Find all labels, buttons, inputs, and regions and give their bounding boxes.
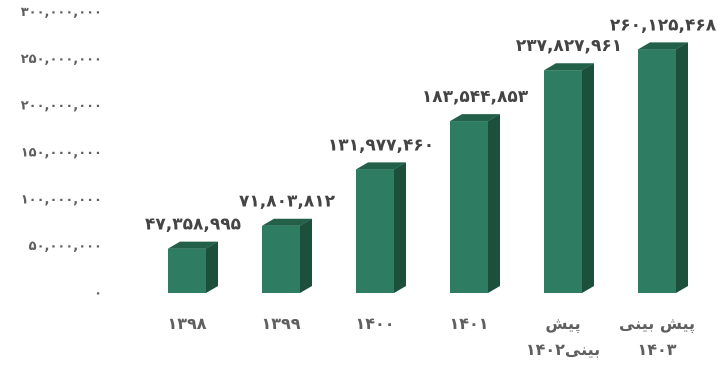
bar-side	[206, 241, 218, 293]
y-tick-label: ۱۰۰,۰۰۰,۰۰۰	[21, 192, 102, 207]
bar-side	[488, 114, 500, 293]
y-tick-label: ۲۵۰,۰۰۰,۰۰۰	[21, 52, 102, 67]
data-label: ۱۳۱,۹۷۷,۴۶۰	[328, 135, 434, 155]
y-tick-label: ۵۰,۰۰۰,۰۰۰	[29, 239, 102, 254]
data-label: ۴۷,۳۵۸,۹۹۵	[145, 215, 241, 235]
bar	[450, 114, 500, 293]
x-tick-label: ۱۳۹۸	[167, 314, 206, 333]
x-tick-label: ۱۴۰۱	[449, 314, 488, 333]
bar-front	[638, 49, 676, 293]
bar-top	[168, 241, 218, 249]
y-tick-label: ۲۰۰,۰۰۰,۰۰۰	[21, 99, 102, 114]
y-tick-label: ۱۵۰,۰۰۰,۰۰۰	[21, 146, 102, 161]
bar-top	[638, 42, 688, 50]
bar-top	[450, 114, 500, 122]
bar-side	[394, 162, 406, 293]
y-tick-label: ۰	[94, 286, 102, 301]
bar-side	[582, 63, 594, 293]
bar-front	[450, 121, 488, 293]
bar	[544, 63, 594, 294]
data-label: ۷۱,۸۰۳,۸۱۲	[239, 192, 336, 212]
x-tick-label: ۱۳۹۹	[261, 314, 300, 333]
bar	[356, 162, 406, 293]
y-axis: ۰ ۵۰,۰۰۰,۰۰۰ ۱۰۰,۰۰۰,۰۰۰ ۱۵۰,۰۰۰,۰۰۰ ۲۰۰,۰۰۰…	[21, 5, 102, 301]
bar-side	[300, 218, 312, 293]
data-label: ۲۳۷,۸۲۷,۹۶۱	[516, 36, 622, 56]
x-tick-label: ۱۴۰۰	[355, 314, 394, 333]
bar-side	[676, 42, 688, 293]
bar-top	[544, 63, 594, 71]
bar-top	[262, 218, 312, 226]
bar-front	[356, 169, 394, 293]
x-axis: ۱۳۹۸ ۱۳۹۹ ۱۴۰۰ ۱۴۰۱ پیش بینی۱۴۰۲ پیش بینی ۱۴۰۳	[167, 314, 695, 359]
bar	[168, 241, 218, 293]
bar	[638, 42, 688, 293]
bar-front	[262, 225, 300, 293]
bar-top	[356, 162, 406, 170]
x-tick-label: پیش بینی۱۴۰۲	[526, 314, 600, 359]
data-labels: ۴۷,۳۵۸,۹۹۵ ۷۱,۸۰۳,۸۱۲ ۱۳۱,۹۷۷,۴۶۰ ۱۸۳,۵۴۴,۸…	[145, 15, 717, 234]
x-tick-label: پیش بینی ۱۴۰۳	[619, 314, 695, 359]
data-label: ۲۶۰,۱۲۵,۴۶۸	[610, 15, 717, 35]
data-label: ۱۸۳,۵۴۴,۸۵۳	[422, 87, 529, 107]
bar-front	[544, 70, 582, 294]
y-tick-label: ۳۰۰,۰۰۰,۰۰۰	[21, 5, 102, 20]
bar	[262, 218, 312, 293]
bar-front	[168, 248, 206, 293]
bars	[168, 42, 688, 294]
